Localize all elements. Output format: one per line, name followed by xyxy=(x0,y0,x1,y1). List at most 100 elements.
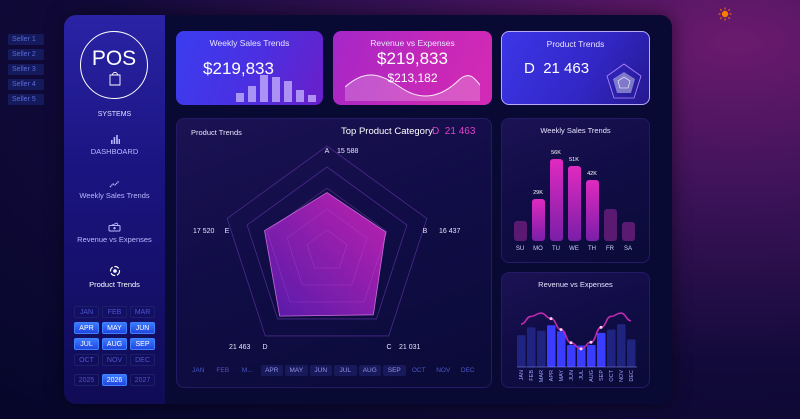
kpi-revenue-expenses[interactable]: Revenue vs Expenses $219,833 $213,182 xyxy=(333,31,492,105)
kpi-weekly-sales[interactable]: Weekly Sales Trends $219,833 xyxy=(176,31,323,105)
svg-text:D: D xyxy=(262,344,267,351)
seller-list: Seller 1 Seller 2 Seller 3 Seller 4 Seller 5 xyxy=(8,34,44,105)
nav-weekly-sales[interactable]: Weekly Sales Trends xyxy=(64,179,165,200)
kpi-product-value: D 21 463 xyxy=(524,60,589,77)
svg-text:DEC: DEC xyxy=(629,370,635,382)
month-button-jan[interactable]: JAN xyxy=(74,306,99,318)
strip-month-dec[interactable]: DEC xyxy=(460,367,475,374)
bar-chart-icon xyxy=(110,135,120,144)
bar-value-label: 51K xyxy=(569,157,579,164)
seller-button-3[interactable]: Seller 3 xyxy=(8,64,44,75)
svg-text:NOV: NOV xyxy=(619,370,625,382)
logo-text: POS xyxy=(91,47,137,70)
svg-text:APR: APR xyxy=(549,370,555,381)
svg-text:17 520: 17 520 xyxy=(193,228,215,235)
sidebar: POS SYSTEMS DASHBOARD Weekly Sales Trend… xyxy=(64,15,165,404)
svg-text:15 588: 15 588 xyxy=(337,148,359,155)
svg-text:MAY: MAY xyxy=(559,370,565,382)
bar-mo[interactable] xyxy=(532,198,545,241)
month-button-dec[interactable]: DEC xyxy=(130,354,155,366)
seller-button-5[interactable]: Seller 5 xyxy=(8,94,44,105)
nav-product-trends[interactable]: Product Trends xyxy=(64,265,165,289)
mini-bar-chart xyxy=(236,75,316,102)
logo-subtitle: SYSTEMS xyxy=(97,111,132,118)
year-button-2026[interactable]: 2026 xyxy=(102,374,127,386)
cash-icon xyxy=(108,222,121,232)
revenue-panel-title: Revenue vs Expenses xyxy=(538,280,613,289)
strip-month-apr[interactable]: APR xyxy=(260,365,283,376)
strip-month-may[interactable]: MAY xyxy=(285,365,308,376)
strip-month-m[interactable]: M... xyxy=(241,367,253,374)
seller-button-1[interactable]: Seller 1 xyxy=(8,34,44,45)
revenue-expenses-chart: JAN FEB MAR APR MAY JUN JUL AUG SEP OCT NOV DEC xyxy=(517,312,637,382)
top-category-number: 21 463 xyxy=(444,126,476,137)
seller-button-2[interactable]: Seller 2 xyxy=(8,49,44,60)
bar-th[interactable] xyxy=(586,179,599,241)
top-category-value: D 21 463 xyxy=(432,126,475,137)
kpi-revenue-title: Revenue vs Expenses xyxy=(370,38,455,48)
year-button-2025[interactable]: 2025 xyxy=(74,374,99,386)
pos-logo: POS xyxy=(80,31,148,99)
day-label: TU xyxy=(552,246,560,252)
nav-dashboard-label: DASHBOARD xyxy=(90,147,139,156)
kpi-expenses-value: $213,182 xyxy=(387,71,438,85)
svg-text:16 437: 16 437 xyxy=(439,228,461,235)
month-button-jul[interactable]: JUL xyxy=(74,338,99,350)
nav-revenue-expenses[interactable]: Revenue vs Expenses xyxy=(64,222,165,244)
nav-revenue-expenses-label: Revenue vs Expenses xyxy=(77,235,152,244)
month-button-oct[interactable]: OCT xyxy=(74,354,99,366)
year-button-2027[interactable]: 2027 xyxy=(130,374,155,386)
month-button-may[interactable]: MAY xyxy=(102,322,127,334)
svg-text:FEB: FEB xyxy=(529,370,535,381)
strip-month-oct[interactable]: OCT xyxy=(411,367,426,374)
day-label: SA xyxy=(623,246,632,252)
svg-text:C: C xyxy=(386,344,391,351)
svg-text:SEP: SEP xyxy=(599,370,605,381)
svg-text:JAN: JAN xyxy=(519,370,525,380)
nav-weekly-sales-label: Weekly Sales Trends xyxy=(79,191,150,200)
sun-icon[interactable] xyxy=(718,7,732,21)
svg-text:JUL: JUL xyxy=(579,370,585,380)
month-button-jun[interactable]: JUN xyxy=(130,322,155,334)
nav-dashboard[interactable]: DASHBOARD xyxy=(64,134,165,156)
strip-month-feb[interactable]: FEB xyxy=(216,367,230,374)
svg-text:OCT: OCT xyxy=(609,369,615,381)
strip-month-sep[interactable]: SEP xyxy=(383,365,406,376)
kpi-weekly-value: $219,833 xyxy=(203,59,274,78)
bar-su[interactable] xyxy=(514,220,527,241)
svg-text:AUG: AUG xyxy=(589,370,595,382)
strip-month-aug[interactable]: AUG xyxy=(358,365,381,376)
day-label: FR xyxy=(606,246,614,252)
bar-tu[interactable] xyxy=(550,159,563,241)
refresh-cycle-icon xyxy=(109,265,120,277)
kpi-revenue-value: $219,833 xyxy=(377,49,448,68)
dashboard-frame: POS SYSTEMS DASHBOARD Weekly Sales Trend… xyxy=(64,15,672,404)
weekly-panel-title: Weekly Sales Trends xyxy=(540,126,611,135)
bar-fr[interactable] xyxy=(604,208,617,241)
month-button-apr[interactable]: APR xyxy=(74,322,99,334)
month-button-sep[interactable]: SEP xyxy=(130,338,155,350)
seller-button-4[interactable]: Seller 4 xyxy=(8,79,44,90)
strip-month-jun[interactable]: JUN xyxy=(309,365,332,376)
day-label: WE xyxy=(569,246,579,252)
month-button-aug[interactable]: AUG xyxy=(102,338,127,350)
bar-value-label: 56K xyxy=(551,150,561,156)
bar-value-label: 42K xyxy=(587,170,597,177)
kpi-product-title: Product Trends xyxy=(546,39,605,49)
svg-text:21 031: 21 031 xyxy=(399,344,421,351)
weekly-sales-panel: Weekly Sales Trends SU 29K MO 56K TU 51K WE 42K… xyxy=(501,118,650,263)
month-button-nov[interactable]: NOV xyxy=(102,354,127,366)
svg-text:JUN: JUN xyxy=(569,370,575,381)
bar-sa[interactable] xyxy=(622,221,635,241)
month-button-mar[interactable]: MAR xyxy=(130,306,155,318)
kpi-product-trends[interactable]: Product Trends D 21 463 xyxy=(501,31,650,105)
day-label: MO xyxy=(533,246,543,252)
strip-month-nov[interactable]: NOV xyxy=(436,367,451,374)
strip-month-jul[interactable]: JUL xyxy=(334,365,357,376)
trend-line-icon xyxy=(109,180,119,188)
month-button-feb[interactable]: FEB xyxy=(102,306,127,318)
bar-value-label: 29K xyxy=(533,189,543,196)
strip-month-jan[interactable]: JAN xyxy=(192,367,205,374)
kpi-product-number: 21 463 xyxy=(543,60,590,77)
bar-we[interactable] xyxy=(568,166,581,241)
